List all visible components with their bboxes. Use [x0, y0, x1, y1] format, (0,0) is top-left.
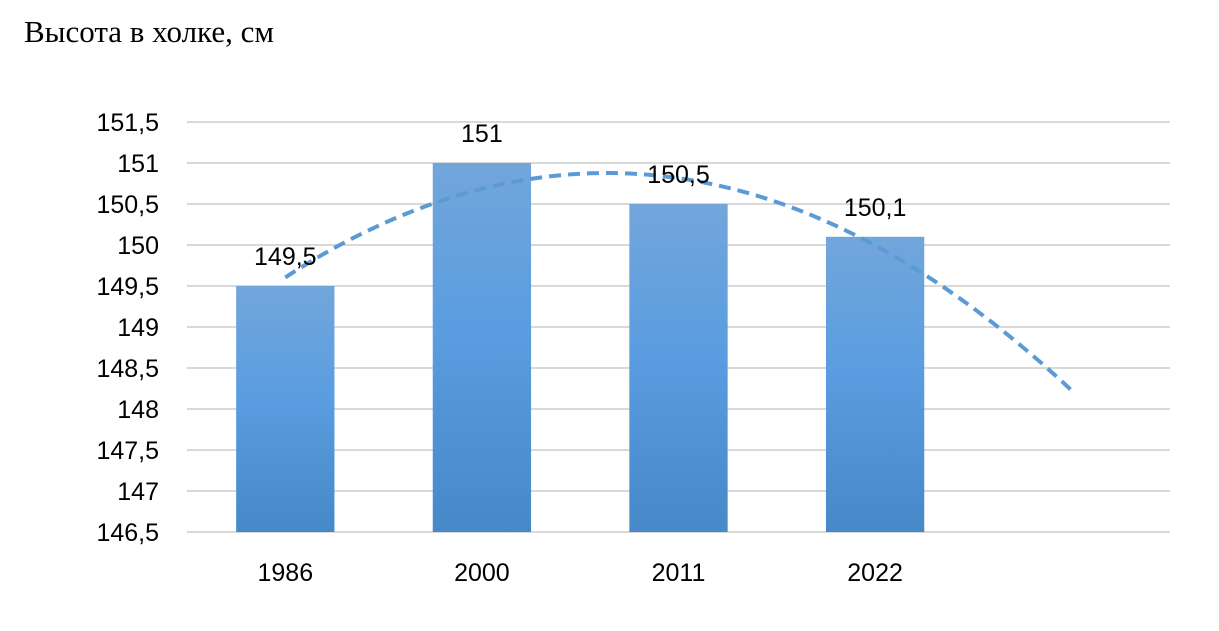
- bar: [432, 163, 532, 532]
- data-label: 151: [461, 120, 503, 148]
- bar: [825, 236, 925, 533]
- bar: [236, 286, 335, 532]
- y-tick-label: 146,5: [96, 519, 159, 547]
- data-label: 150,1: [844, 194, 907, 222]
- bars: [236, 163, 925, 533]
- x-tick-label: 2022: [847, 559, 903, 587]
- bar: [629, 204, 728, 532]
- y-tick-label: 149,5: [96, 273, 159, 301]
- x-tick-label: 2011: [652, 559, 706, 587]
- data-label: 149,5: [254, 243, 317, 271]
- y-tick-label: 149: [117, 314, 159, 342]
- data-label: 150,5: [647, 161, 710, 189]
- x-tick-label: 2000: [454, 559, 510, 587]
- y-tick-label: 148: [117, 396, 159, 424]
- chart-title: Высота в холке, см: [24, 14, 274, 49]
- data-labels: 149,5 151 150,5 150,1: [254, 120, 906, 271]
- x-axis-tick-labels: 1986 2000 2011 2022: [257, 559, 902, 587]
- y-tick-label: 147,5: [96, 437, 159, 465]
- y-tick-label: 150: [117, 232, 159, 260]
- x-tick-label: 1986: [257, 559, 313, 587]
- y-tick-label: 150,5: [96, 191, 159, 219]
- y-tick-label: 147: [117, 478, 159, 506]
- y-axis-tick-labels: 146,5 147 147,5 148 148,5 149 149,5 150 150,5 151…: [96, 109, 159, 547]
- y-tick-label: 151: [117, 150, 159, 178]
- y-tick-label: 151,5: [96, 109, 159, 137]
- y-tick-label: 148,5: [96, 355, 159, 383]
